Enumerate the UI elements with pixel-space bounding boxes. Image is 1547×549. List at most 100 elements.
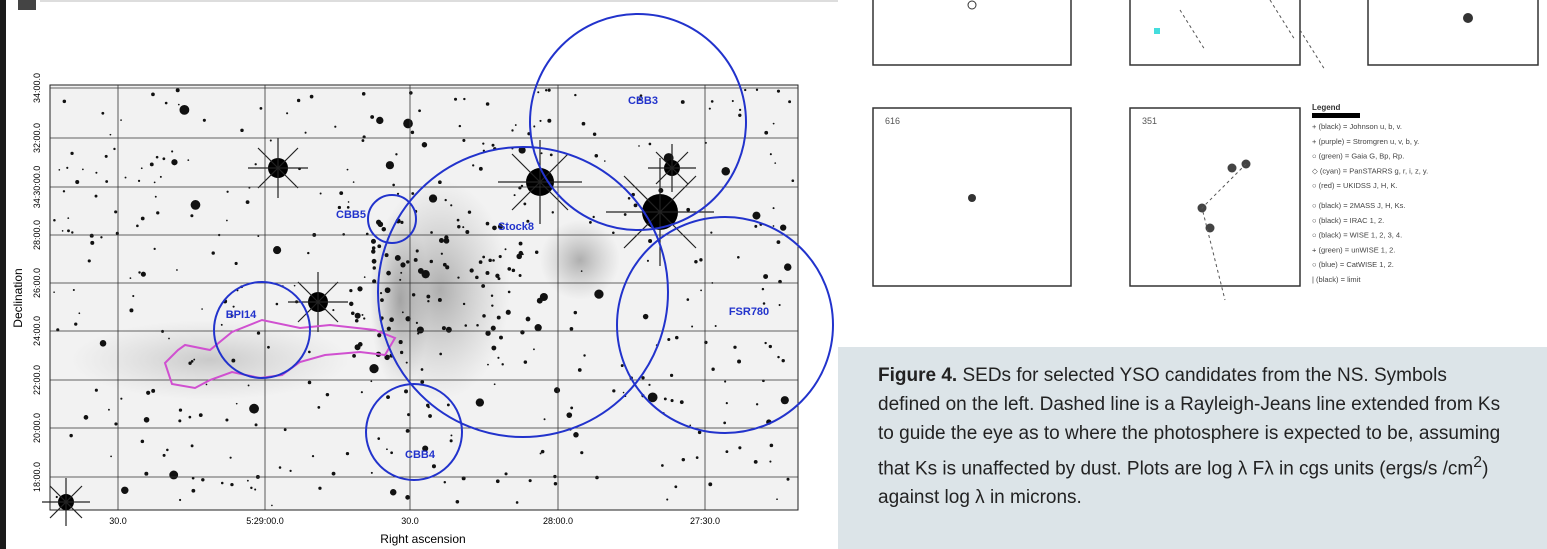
star (387, 327, 391, 331)
star (492, 259, 495, 262)
star (711, 100, 714, 103)
star (308, 351, 311, 354)
star (255, 423, 258, 426)
star (58, 169, 60, 171)
caption: Figure 4. SEDs for selected YSO candidat… (838, 347, 1547, 549)
star (151, 389, 155, 393)
star (675, 336, 679, 340)
star (554, 482, 557, 485)
star (526, 317, 531, 322)
star (125, 177, 127, 179)
star (507, 267, 511, 271)
star (154, 248, 156, 250)
sed-panel-label: 616 (885, 116, 900, 126)
star (399, 340, 403, 344)
star (541, 152, 543, 154)
star (403, 119, 413, 129)
star (709, 108, 711, 110)
star (671, 399, 674, 402)
star (738, 446, 741, 449)
region-label: BPI14 (226, 309, 257, 321)
star (249, 404, 259, 414)
legend-entry: + (purple) = Stromgren u, v, b, y. (1312, 137, 1419, 146)
dec-tick-label: 26:00.0 (32, 268, 42, 298)
star (90, 241, 94, 245)
star (540, 452, 542, 454)
star (580, 451, 583, 454)
star (439, 353, 442, 356)
star (463, 303, 465, 305)
star (524, 360, 527, 363)
star (661, 464, 664, 467)
star (386, 271, 391, 276)
dec-tick-label: 22:00.0 (32, 365, 42, 395)
star (74, 322, 77, 325)
star (395, 255, 401, 261)
dec-tick-label: 34:00.0 (32, 73, 42, 103)
legend-title: Legend (1312, 103, 1341, 112)
star (595, 476, 599, 480)
star (468, 210, 471, 213)
star (372, 246, 376, 250)
star (496, 479, 500, 483)
star (154, 181, 156, 183)
star (463, 98, 465, 100)
star (114, 210, 117, 213)
star (445, 265, 449, 269)
star (405, 495, 410, 500)
star (737, 256, 740, 259)
star (681, 100, 685, 104)
star (539, 120, 541, 122)
star (364, 276, 366, 278)
star (427, 300, 429, 302)
star (362, 314, 364, 316)
star (422, 142, 427, 147)
star (400, 221, 403, 224)
star (462, 139, 465, 142)
star (369, 364, 378, 373)
star (166, 449, 169, 452)
star (756, 403, 758, 405)
star (446, 327, 452, 333)
star (763, 274, 768, 279)
star (574, 311, 577, 314)
star (138, 180, 140, 182)
star (389, 317, 394, 322)
region-label: Stock8 (498, 221, 534, 233)
star (612, 389, 615, 392)
star (382, 227, 386, 231)
star (421, 368, 424, 371)
star (450, 434, 452, 436)
star (332, 472, 336, 476)
star (320, 193, 322, 195)
star (412, 293, 415, 296)
star (492, 144, 495, 147)
star (270, 140, 272, 142)
star (427, 406, 429, 408)
star (73, 289, 75, 291)
star (505, 248, 507, 250)
star (406, 429, 410, 433)
star (420, 380, 424, 384)
star (791, 179, 794, 182)
star (386, 161, 394, 169)
star (497, 357, 499, 359)
star (491, 326, 496, 331)
star (725, 450, 728, 453)
star (682, 458, 685, 461)
star (191, 360, 194, 363)
star (514, 194, 516, 196)
star (754, 225, 757, 228)
star (392, 184, 395, 187)
star (179, 408, 182, 411)
star (193, 359, 195, 361)
star (332, 309, 334, 311)
star (100, 236, 102, 238)
star (550, 153, 553, 156)
star (417, 332, 419, 334)
star (75, 180, 79, 184)
star (362, 139, 365, 142)
star (371, 472, 373, 474)
star (658, 188, 663, 193)
star (511, 129, 513, 131)
